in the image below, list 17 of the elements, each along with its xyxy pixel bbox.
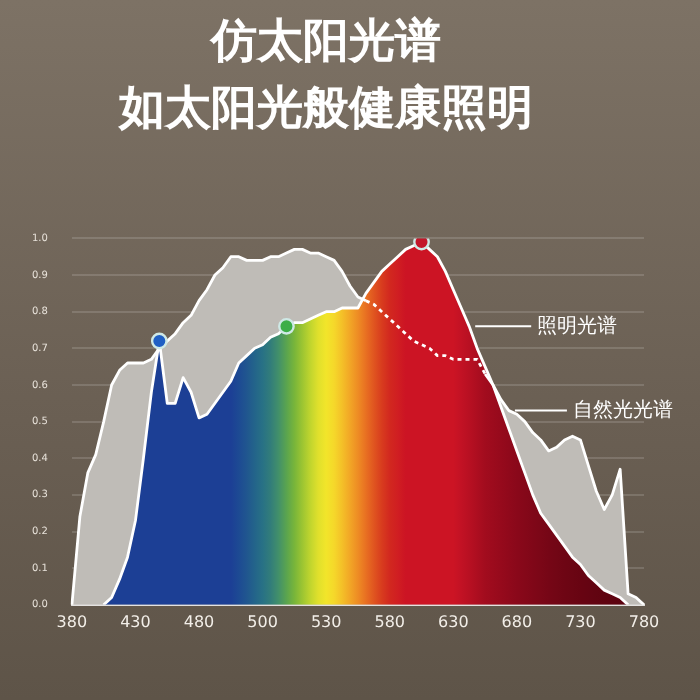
legend-label: 自然光光谱	[572, 397, 673, 422]
x-tick-label: 630	[438, 612, 469, 631]
chart-subtitle: 如太阳光般健康照明	[117, 80, 533, 135]
legend-label: 照明光谱	[537, 313, 618, 338]
x-tick-label: 530	[310, 612, 342, 631]
x-tick-label: 480	[183, 612, 215, 631]
x-tick-label: 730	[565, 612, 596, 631]
x-tick-label: 430	[120, 612, 151, 631]
x-tick-label: 680	[501, 612, 533, 631]
x-tick-label: 780	[628, 612, 660, 631]
x-tick-label: 500	[247, 612, 278, 631]
chart-title: 仿太阳光谱	[209, 15, 441, 68]
x-tick-label: 580	[374, 612, 406, 631]
x-tick-label: 380	[56, 612, 88, 631]
point	[150, 332, 168, 350]
point	[413, 238, 430, 251]
point	[278, 317, 295, 335]
